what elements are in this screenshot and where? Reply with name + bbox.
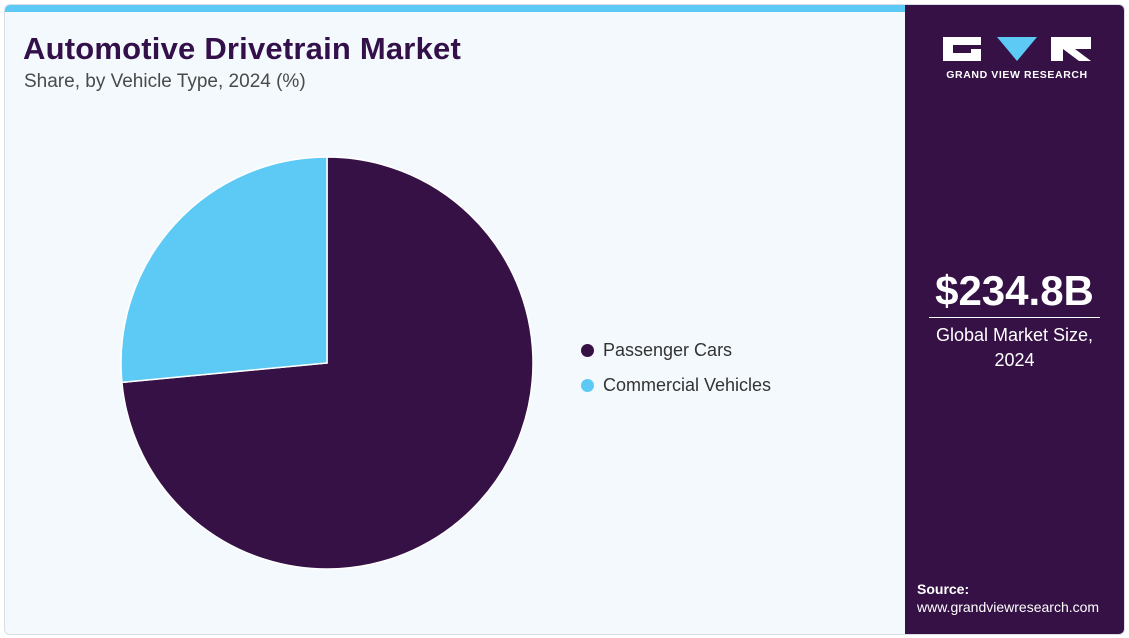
legend-label-passenger-cars: Passenger Cars (603, 340, 733, 360)
legend-swatch-passenger-cars (581, 344, 594, 357)
market-caption-line-1: Global Market Size, (935, 325, 1094, 345)
chart-title: Automotive Drivetrain Market (23, 31, 461, 66)
value-divider (929, 317, 1100, 318)
brand-tagline: GRAND VIEW RESEARCH (946, 69, 1088, 81)
gvr-logo-icon (943, 37, 1091, 61)
chart-subtitle: Share, by Vehicle Type, 2024 (%) (24, 71, 306, 92)
market-caption-line-2: 2024 (994, 350, 1035, 370)
legend-item-commercial-vehicles: Commercial Vehicles (581, 368, 771, 403)
chart-panel: Automotive Drivetrain Market Share, by V… (5, 5, 905, 634)
top-accent-bar (5, 5, 905, 12)
source-label: Source: (917, 581, 970, 597)
legend-swatch-commercial-vehicles (581, 379, 594, 392)
infographic-card: Automotive Drivetrain Market Share, by V… (4, 4, 1125, 635)
pie-chart (120, 156, 534, 570)
legend-item-passenger-cars: Passenger Cars (581, 333, 771, 368)
source-url: www.grandviewresearch.com (917, 599, 1100, 615)
market-size-caption: Global Market Size, 2024 (905, 323, 1124, 373)
chart-legend: Passenger Cars Commercial Vehicles (581, 333, 771, 403)
legend-label-commercial-vehicles: Commercial Vehicles (603, 375, 772, 395)
brand-logo: GRAND VIEW RESEARCH (937, 33, 1097, 81)
market-size-value: $234.8B (935, 267, 1094, 314)
pie-slice-commercial-vehicles (120, 156, 328, 384)
summary-sidebar: GRAND VIEW RESEARCH $234.8B Global Marke… (905, 5, 1124, 634)
